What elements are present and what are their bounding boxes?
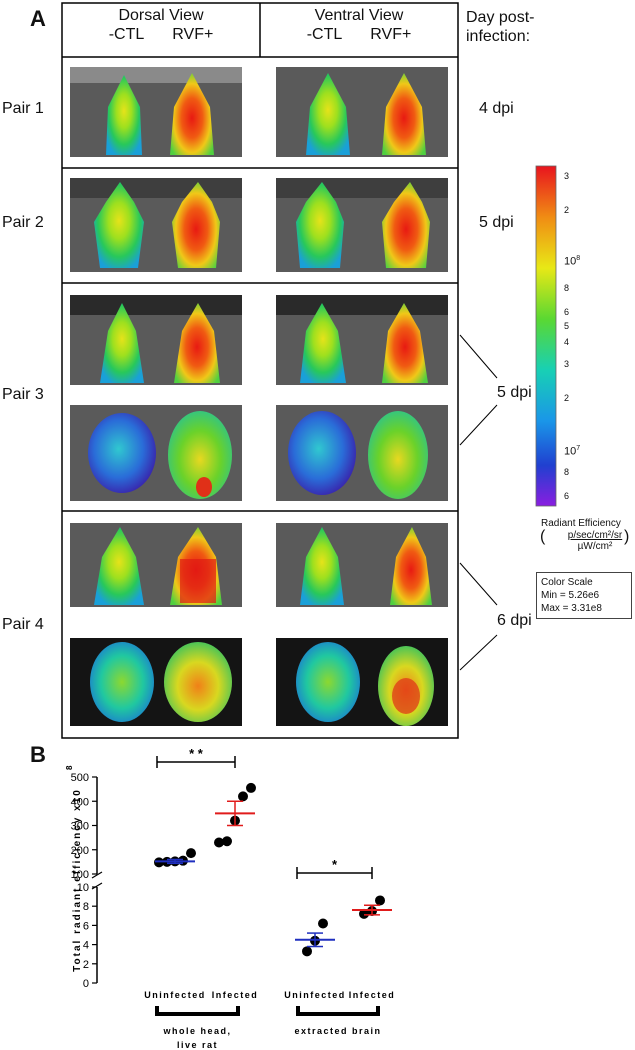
- colorbar-tick-label: 107: [564, 445, 581, 458]
- row-label-pair4: Pair 4: [2, 616, 44, 633]
- y-axis-label-exponent: 8: [65, 765, 74, 770]
- colorbar-unit: p/sec/cm²/sr µW/cm²: [560, 530, 630, 552]
- dorsal-rvf-label: RVF+: [172, 26, 214, 43]
- significance-label: * *: [189, 746, 204, 761]
- colorbar-paren-right: ): [624, 528, 630, 545]
- pair3-ventral-image: [276, 295, 448, 385]
- pair3-dorsal-image: [70, 295, 242, 385]
- colorbar-tick-label: 5: [564, 321, 570, 331]
- data-point: [186, 848, 196, 859]
- group-bracket: [296, 1006, 380, 1016]
- colorbar-title: Radiant Efficiency: [541, 518, 621, 529]
- x-category-label: Uninfected: [284, 990, 346, 1000]
- x-category-label: Infected: [212, 990, 259, 1000]
- colorbar-ticks: 3 2 108 8 6 5 4 3 2 107 8 6: [560, 165, 610, 515]
- colorbar-tick-label: 3: [564, 359, 570, 369]
- ventral-rvf-label: RVF+: [370, 26, 412, 43]
- group-label-line2: live rat: [177, 1040, 218, 1050]
- pair4-dorsal-brain-image: [70, 638, 242, 726]
- y-tick-label: 300: [71, 821, 89, 833]
- pair4-ventral-image: [276, 523, 448, 607]
- dorsal-view-label: Dorsal View: [118, 7, 204, 24]
- group-label: whole head,: [162, 1026, 231, 1036]
- significance-label: *: [332, 857, 338, 872]
- pair4-dorsal-image: [70, 523, 242, 607]
- colorbar-tick-label: 6: [564, 491, 570, 501]
- pair1-dorsal-image: [70, 67, 242, 157]
- data-point: [375, 895, 385, 906]
- colorbar-tick-label: 8: [564, 467, 570, 477]
- pair2-dorsal-image: [70, 178, 242, 272]
- dpi-label-pair1: 4 dpi: [479, 100, 514, 117]
- y-tick-label: 6: [83, 920, 89, 932]
- group-bracket: [155, 1006, 240, 1016]
- colorbar-unit-num: p/sec/cm²/sr: [567, 530, 623, 541]
- color-scale-max: Max = 3.31e8: [541, 603, 602, 614]
- y-tick-label: 10: [77, 882, 89, 894]
- color-scale-box: Color Scale Min = 5.26e6 Max = 3.31e8: [536, 572, 632, 619]
- colorbar-tick-label: 3: [564, 171, 570, 181]
- colorbar-tick-label: 6: [564, 307, 570, 317]
- data-point: [318, 918, 328, 929]
- pair2-ventral-image: [276, 178, 448, 272]
- x-category-label: Infected: [349, 990, 396, 1000]
- color-scale-min: Min = 5.26e6: [541, 590, 600, 601]
- colorbar-tick-label: 108: [564, 255, 581, 268]
- pair3-ventral-brain-image: [276, 405, 448, 501]
- y-tick-label: 8: [83, 901, 89, 913]
- panel-a-frame: [61, 2, 498, 739]
- ventral-ctl-label: -CTL: [306, 26, 343, 43]
- pair3-dorsal-brain-image: [70, 405, 242, 501]
- panel-b-letter: B: [30, 742, 46, 767]
- day-header-line2: infection:: [466, 28, 531, 45]
- y-tick-label: 100: [71, 869, 89, 881]
- x-category-label: Uninfected: [144, 990, 206, 1000]
- pair1-ventral-image: [276, 67, 448, 157]
- ventral-header: Ventral View -CTL RVF+: [260, 6, 458, 44]
- axis-break-mark: [91, 882, 103, 890]
- row-label-pair1: Pair 1: [2, 100, 44, 117]
- data-point: [302, 946, 312, 957]
- y-tick-label: 0: [83, 978, 89, 990]
- dpi-label-pair4: 6 dpi: [497, 612, 532, 629]
- colorbar-gradient: [535, 165, 557, 507]
- data-point: [214, 837, 224, 848]
- ventral-view-label: Ventral View: [314, 7, 404, 24]
- row-label-pair3: Pair 3: [2, 386, 44, 403]
- y-tick-label: 4: [83, 940, 89, 952]
- y-tick-label: 400: [71, 796, 89, 808]
- colorbar-tick-label: 8: [564, 283, 570, 293]
- colorbar-tick-label: 2: [564, 205, 570, 215]
- dpi-label-pair2: 5 dpi: [479, 214, 514, 231]
- row-label-pair2: Pair 2: [2, 214, 44, 231]
- dpi-label-pair3: 5 dpi: [497, 384, 532, 401]
- day-header: Day post- infection:: [466, 8, 578, 46]
- y-axis-label: Total radiant efficiency x10: [72, 788, 83, 972]
- y-tick-label: 2: [83, 959, 89, 971]
- axis-break-mark: [91, 871, 103, 879]
- panel-a-letter: A: [30, 6, 46, 31]
- colorbar-tick-label: 2: [564, 393, 570, 403]
- day-header-line1: Day post-: [466, 9, 535, 26]
- color-scale-title: Color Scale: [541, 577, 593, 588]
- data-point: [238, 791, 248, 802]
- colorbar-paren-left: (: [540, 528, 546, 545]
- dorsal-ctl-label: -CTL: [108, 26, 145, 43]
- data-point: [246, 782, 256, 793]
- data-point: [359, 908, 369, 919]
- dorsal-header: Dorsal View -CTL RVF+: [62, 6, 260, 44]
- colorbar-tick-label: 4: [564, 337, 570, 347]
- colorbar-unit-den: µW/cm²: [577, 541, 613, 552]
- y-tick-label: 200: [71, 845, 89, 857]
- y-tick-label: 500: [71, 772, 89, 784]
- group-label: extracted brain: [294, 1026, 381, 1036]
- pair4-ventral-brain-image: [276, 638, 448, 726]
- data-point: [222, 836, 232, 847]
